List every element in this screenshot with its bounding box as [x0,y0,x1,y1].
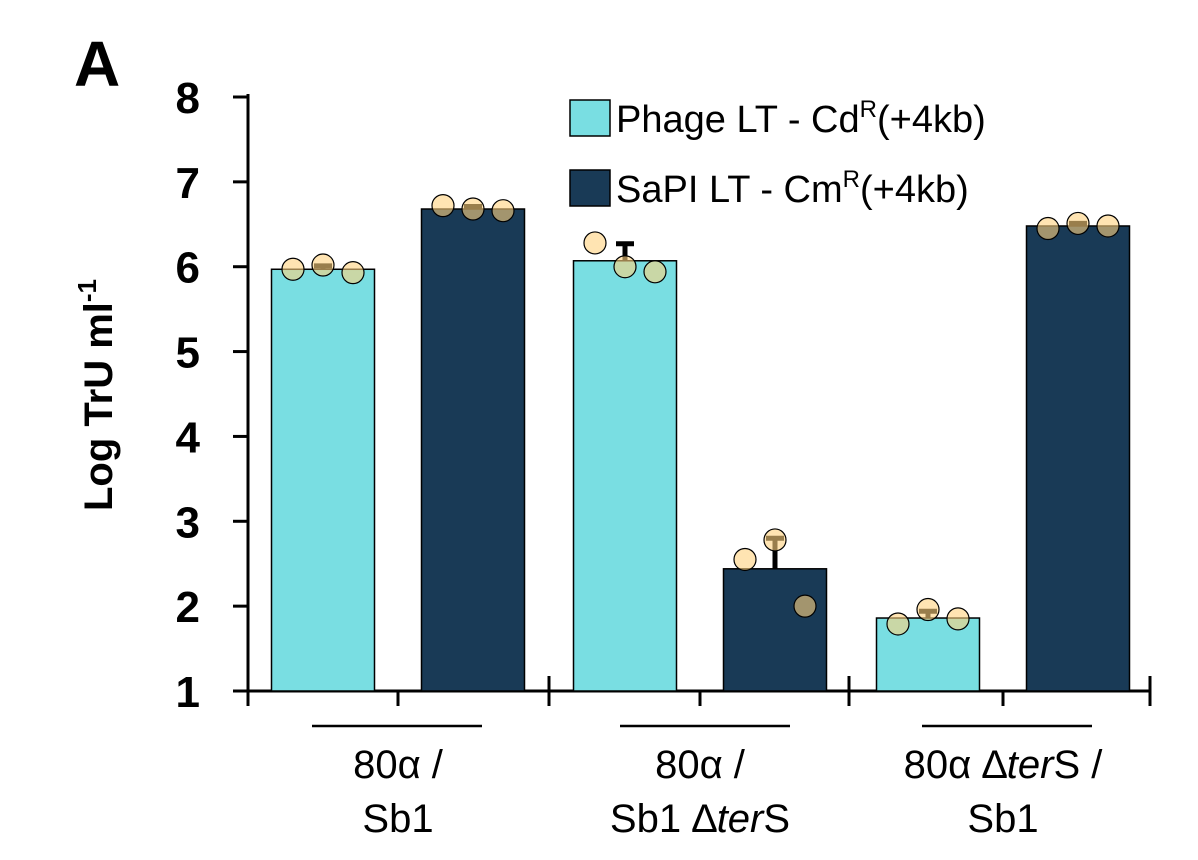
group-label-3-line1: 80α ∆terS / [904,743,1104,787]
legend-label-phage-sup: R [860,96,877,123]
y-tick-label-7: 7 [176,159,200,208]
legend-label-phage: Phage LT - CdR(+4kb) [616,96,986,141]
data-point-series1-group1-rep1 [281,257,305,281]
group-labels: 80α / Sb1 80α / Sb1 ∆terS 80α ∆terS / Sb… [312,724,1104,841]
group-label-2-line2: Sb1 ∆terS [610,797,790,841]
data-point-series2-group1-rep2 [461,197,485,221]
data-point-series1-group1-rep3 [341,261,365,285]
legend-label-sapi-text: SaPI LT - Cm [616,169,843,211]
data-point-series2-group3-rep3 [1096,214,1120,238]
y-tick-label-6: 6 [176,244,200,293]
data-point-series1-group1-rep2 [311,253,335,277]
y-tick-label-8: 8 [176,74,200,123]
data-point-series2-group2-rep3 [793,594,817,618]
group-label-2-line2-italic: ter [717,797,765,841]
legend-label-sapi-suffix: (+4kb) [860,169,969,211]
legend: Phage LT - CdR(+4kb) SaPI LT - CmR(+4kb) [569,96,986,211]
y-ticks: 1 2 3 4 5 6 7 8 [176,74,248,717]
legend-label-phage-text: Phage LT - Cd [616,99,860,141]
bar-series2-group2 [722,568,828,692]
group-label-1-line1: 80α / [353,743,444,787]
group-label-3-line1-italic: ter [1007,743,1055,787]
legend-swatch-sapi [569,169,611,207]
bar-series2-group3 [1025,225,1131,692]
data-point-series1-group3-rep2 [916,597,940,622]
data-point-series1-group2-rep1 [583,231,607,255]
legend-label-sapi-sup: R [843,166,860,193]
x-ticks [246,676,1152,706]
y-tick-label-2: 2 [176,583,200,632]
group-label-2-line1: 80α / [655,743,746,787]
data-point-series2-group2-rep1 [733,547,757,572]
legend-label-phage-suffix: (+4kb) [877,99,986,141]
data-point-series1-group3-rep3 [946,607,970,631]
axes [233,94,1150,693]
y-tick-label-4: 4 [176,413,201,462]
y-axis-label-superscript: -1 [72,279,102,302]
group-label-1-line2: Sb1 [362,797,433,841]
bar-series2-group1 [420,208,526,692]
data-point-series2-group2-rep2 [763,528,787,552]
bar-series1-group1 [270,268,376,692]
y-axis-label-text: Log TrU ml [77,302,121,511]
bars [270,208,1131,692]
legend-label-sapi: SaPI LT - CmR(+4kb) [616,166,969,211]
group-label-3-line1-suffix: S / [1053,743,1103,787]
legend-swatch-phage [569,99,611,137]
bar-series1-group3 [875,617,981,692]
data-point-series1-group3-rep1 [886,612,910,636]
data-point-series2-group3-rep2 [1066,211,1090,236]
y-tick-label-3: 3 [176,498,200,547]
group-label-3-line1-prefix: 80α ∆ [904,743,1008,787]
y-axis-label: Log TrU ml-1 [72,279,121,511]
panel-letter: A [74,28,120,100]
group-label-2-line2-suffix: S [763,797,790,841]
bar-series1-group2 [572,260,678,692]
data-point-series2-group3-rep1 [1036,216,1060,241]
data-point-series1-group2-rep2 [613,255,637,279]
data-points [281,194,1120,636]
y-tick-label-5: 5 [176,329,200,378]
data-point-series2-group1-rep1 [431,194,455,218]
group-label-3-line2: Sb1 [967,797,1038,841]
data-point-series1-group2-rep3 [643,260,667,284]
data-point-series2-group1-rep3 [491,199,515,223]
y-tick-label-1: 1 [176,668,200,717]
group-label-2-line2-prefix: Sb1 ∆ [610,797,717,841]
